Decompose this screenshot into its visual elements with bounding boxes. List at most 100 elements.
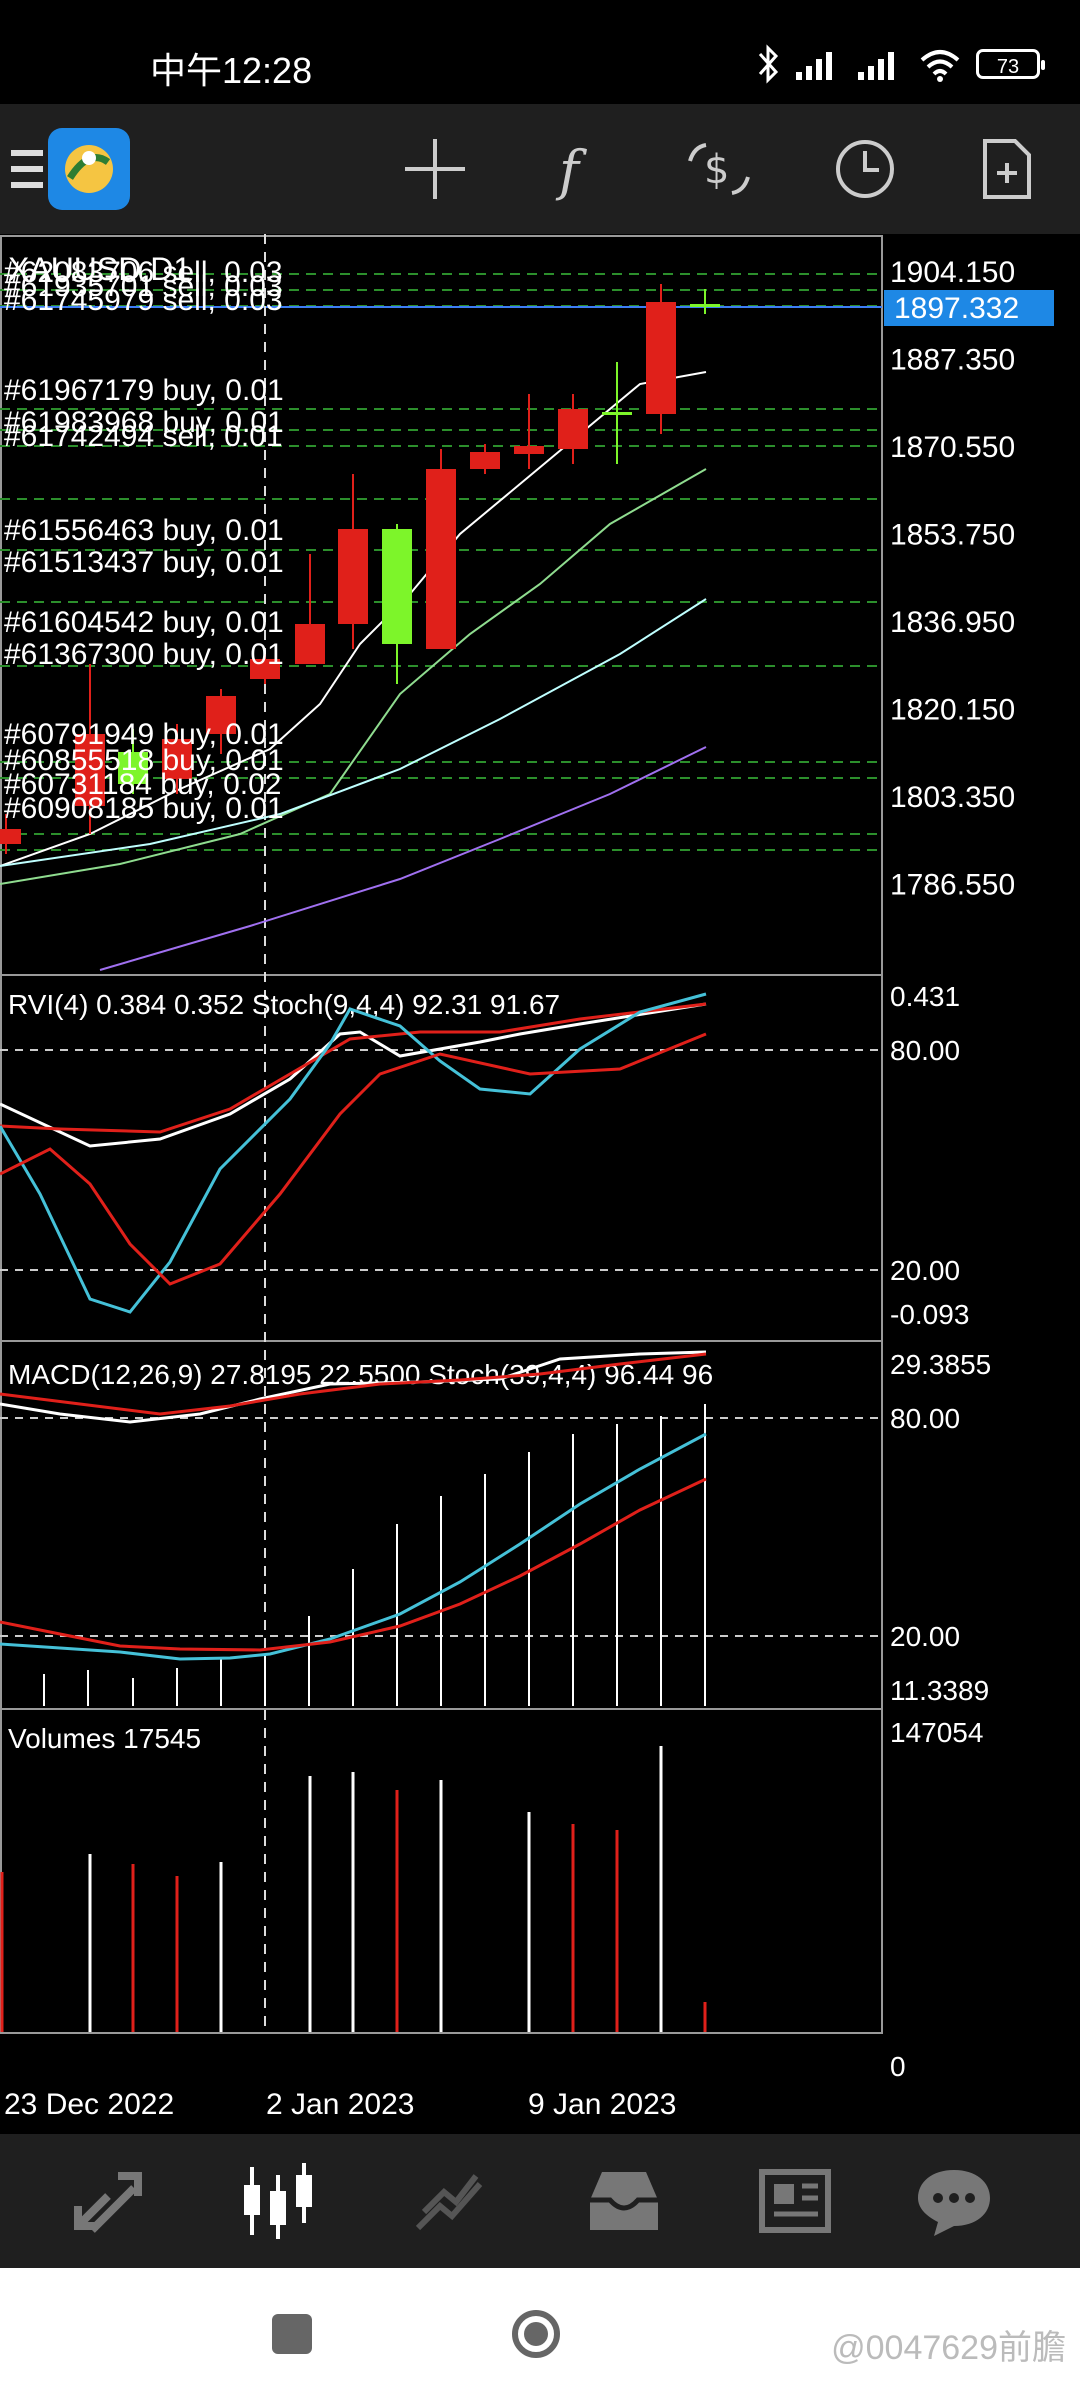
macd-panel-title: MACD(12,26,9) 27.8195 22.5500 Stoch(39,4… <box>8 1359 713 1390</box>
quotes-icon[interactable] <box>58 2156 158 2246</box>
candle-body <box>118 752 148 784</box>
svg-text:$: $ <box>704 147 729 193</box>
candle-body <box>295 624 325 664</box>
date-label: 2 Jan 2023 <box>266 2088 414 2121</box>
toolbar: f $ <box>0 104 1080 234</box>
candle-body <box>426 469 456 649</box>
order-label: #61983968 buy, 0.01 <box>4 406 284 439</box>
candle-body <box>646 302 676 414</box>
chart-frame <box>0 235 883 2034</box>
order-label: #60731184 buy, 0.02 <box>4 768 281 801</box>
chart-canvas[interactable]: #62083706 sell, 0.03#61935701 sell, 0.03… <box>0 234 1080 2134</box>
date-label: 23 Dec 2022 <box>4 2088 174 2121</box>
price-axis-label: 1836.950 <box>890 606 1015 639</box>
system-nav-bar: @0047629前膽 <box>0 2268 1080 2400</box>
order-label: #60908185 buy, 0.01 <box>4 792 284 825</box>
bottom-nav <box>0 2134 1080 2268</box>
order-label: #60791949 buy, 0.01 <box>4 718 284 751</box>
signal-icon <box>796 52 832 80</box>
price-axis-label: 1803.350 <box>890 781 1015 814</box>
menu-icon[interactable] <box>0 126 56 212</box>
trade-icon[interactable] <box>400 2156 500 2246</box>
ma-line-3 <box>0 598 707 867</box>
price-axis-label: 1870.550 <box>890 431 1015 464</box>
battery-indicator: 73 <box>976 49 1045 79</box>
status-bar: 中午12:28 73 <box>0 0 1080 104</box>
candle-body <box>602 412 632 415</box>
price-axis-label: 1820.150 <box>890 694 1015 727</box>
history-icon[interactable] <box>574 2156 674 2246</box>
macd-axis-top: 29.3855 <box>890 1349 991 1380</box>
rvi-signal-line <box>0 1002 707 1134</box>
current-price-label: 1897.332 <box>894 292 1019 325</box>
current-price-badge <box>884 290 1054 326</box>
order-label: #61935701 sell, 0.03 <box>4 270 283 303</box>
rvi-axis-20: 20.00 <box>890 1255 960 1286</box>
rvi-levels <box>0 1049 882 1271</box>
candle-body <box>75 734 105 806</box>
candle-body <box>162 739 192 779</box>
rvi-main-line <box>0 1002 707 1148</box>
stoch-signal-line <box>0 1032 707 1286</box>
order-label: #61967179 buy, 0.01 <box>4 374 284 407</box>
symbol-label: XAUUSD,D1 <box>8 251 191 287</box>
macd-main-line <box>0 1432 707 1661</box>
volume-axis-top: 147054 <box>890 1717 983 1748</box>
watermark: @0047629前膽 <box>831 2329 1066 2367</box>
price-axis-label: 1853.750 <box>890 519 1015 552</box>
order-label: #61513437 buy, 0.01 <box>4 546 284 579</box>
date-label: 9 Jan 2023 <box>528 2088 676 2121</box>
news-icon[interactable] <box>744 2156 844 2246</box>
clock-icon[interactable] <box>822 126 908 212</box>
order-lines <box>0 273 882 851</box>
crosshair-icon[interactable] <box>392 126 478 212</box>
svg-text:f: f <box>555 139 587 201</box>
stoch-main-line <box>0 992 707 1314</box>
rvi-axis-bottom: -0.093 <box>890 1299 969 1330</box>
volume-axis-bottom: 0 <box>890 2051 906 2082</box>
candle-body <box>470 452 500 469</box>
chart-area[interactable]: #62083706 sell, 0.03 #61935701 sell, 0.03… <box>0 234 1080 2134</box>
home-button[interactable] <box>512 2310 560 2358</box>
price-axis-label: 1887.350 <box>890 344 1015 377</box>
candle-body <box>206 696 236 734</box>
order-label: #62083706 sell, 0.03 <box>4 256 283 289</box>
candle-body <box>382 529 412 644</box>
order-labels: #62083706 sell, 0.03#61935701 sell, 0.03… <box>4 256 284 825</box>
status-icons: 73 <box>756 40 1045 88</box>
new-document-icon[interactable] <box>964 126 1050 212</box>
date-axis: 23 Dec 2022 2 Jan 2023 9 Jan 2023 <box>4 2088 676 2121</box>
rvi-panel-title: RVI(4) 0.384 0.352 Stoch(9,4,4) 92.31 91… <box>8 989 560 1020</box>
trade-dollar-icon[interactable]: $ <box>676 126 762 212</box>
status-time: 中午12:28 <box>150 50 313 91</box>
recent-apps-button[interactable] <box>272 2314 312 2354</box>
price-axis-label: 1904.150 <box>890 256 1015 289</box>
candlesticks <box>0 284 720 854</box>
order-label: #60855518 buy, 0.01 <box>4 744 284 777</box>
rvi-axis-80: 80.00 <box>890 1035 960 1066</box>
candle-body <box>690 304 720 307</box>
order-label: #61367300 buy, 0.01 <box>4 638 284 671</box>
rvi-axis-top: 0.431 <box>890 981 960 1012</box>
candle-body <box>250 659 280 679</box>
chart-icon[interactable] <box>228 2156 328 2246</box>
wifi-icon <box>920 50 960 82</box>
macd-axis-80: 80.00 <box>890 1403 960 1434</box>
price-axis: 1904.150 1887.350 1870.550 1853.750 1836.950… <box>890 256 1015 902</box>
metatrader-logo[interactable] <box>46 126 132 212</box>
volume-bars <box>0 1746 707 2032</box>
indicator-f-icon[interactable]: f <box>534 126 620 212</box>
macd-axis-20: 20.00 <box>890 1621 960 1652</box>
volume-panel-title: Volumes 17545 <box>8 1723 201 1754</box>
chat-icon[interactable] <box>904 2156 1004 2246</box>
order-label: #61556463 buy, 0.01 <box>4 514 284 547</box>
macd-signal-line <box>0 1477 707 1652</box>
candle-body <box>338 529 368 624</box>
order-label: #61745979 sell, 0.03 <box>4 284 283 317</box>
macd-histogram <box>43 1404 706 1706</box>
price-axis-label: 1786.550 <box>890 869 1015 902</box>
order-label: #61742494 sell, 0.01 <box>4 420 283 453</box>
order-label: #61604542 buy, 0.01 <box>4 606 284 639</box>
candle-body <box>558 409 588 449</box>
macd-axis-bottom: 11.3389 <box>890 1675 989 1706</box>
